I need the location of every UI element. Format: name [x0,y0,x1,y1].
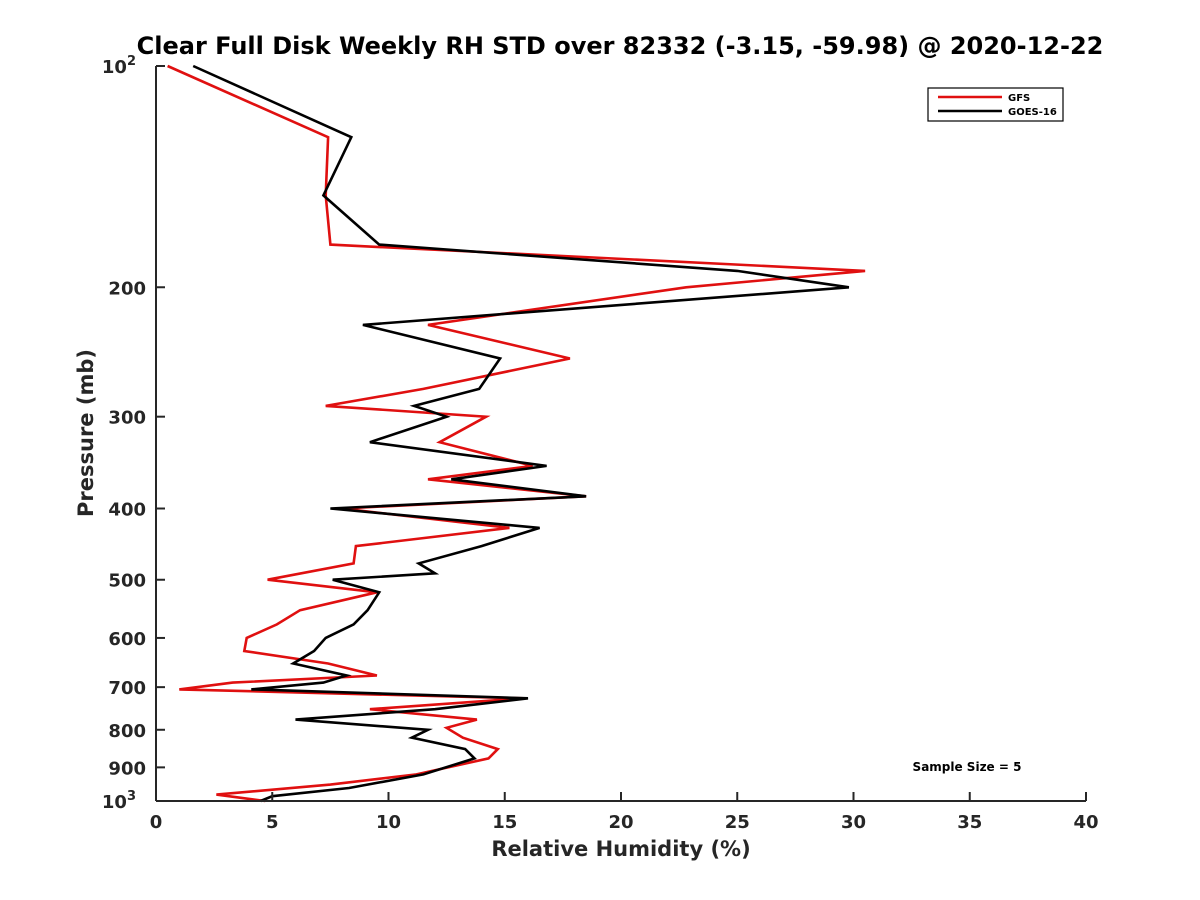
series-layer [167,64,866,803]
y-tick-label-7: 800 [108,721,146,742]
legend-box [927,87,1064,122]
series-line-gfs [167,64,866,803]
sample-size-annotation: Sample Size = 5 [913,760,1022,774]
legend-label-goes-16: GOES-16 [1008,107,1057,118]
x-tick-label-8: 40 [1073,812,1098,833]
y-tick-label-6: 700 [108,678,146,699]
y-tick-label-5: 600 [108,629,146,650]
x-tick-label-5: 25 [725,812,750,833]
y-tick-label-1: 200 [108,278,146,299]
x-axis-ticks: 0 5 10 15 20 25 30 35 40 [150,792,1099,833]
x-tick-label-7: 35 [957,812,982,833]
y-tick-label-0: 102 [102,54,136,78]
x-tick-label-0: 0 [150,812,163,833]
y-tick-label-2: 300 [108,408,146,429]
y-tick-label-3: 400 [108,500,146,521]
series-line-goes-16 [192,64,850,803]
y-tick-label-4: 500 [108,571,146,592]
x-tick-label-6: 30 [841,812,866,833]
chart-title: Clear Full Disk Weekly RH STD over 82332… [137,32,1104,60]
x-tick-label-1: 5 [266,812,279,833]
x-tick-label-2: 10 [376,812,401,833]
y-axis-ticks: 102 200 300 400 500 600 700 800 900 103 [102,54,165,813]
x-axis-label: Relative Humidity (%) [491,837,750,861]
plot-area: 0 5 10 15 20 25 30 35 40 102 200 300 400 500 600 700 80… [102,54,1099,833]
x-tick-label-3: 15 [492,812,517,833]
y-tick-label-8: 900 [108,758,146,779]
legend-label-gfs: GFS [1008,93,1030,104]
legend: GFS GOES-16 [927,87,1064,122]
y-tick-label-9: 103 [102,789,136,813]
x-tick-label-4: 20 [608,812,633,833]
y-axis-label: Pressure (mb) [74,349,98,517]
